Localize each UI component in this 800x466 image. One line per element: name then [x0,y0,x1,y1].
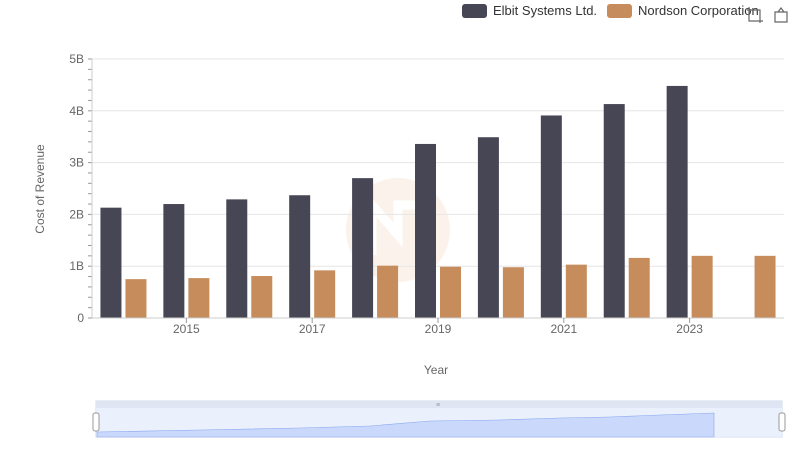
bar-nordson-2019[interactable] [440,266,461,318]
bar-nordson-2014[interactable] [125,279,147,318]
slider-handle-left[interactable] [92,412,100,432]
bar-nordson-2016[interactable] [251,276,273,318]
bar-elbit-2016[interactable] [226,199,248,318]
slider-preview-area [96,412,715,438]
bar-nordson-2022[interactable] [628,257,650,318]
x-tick-label: 2021 [550,322,577,336]
bar-nordson-2017[interactable] [314,270,336,318]
bar-elbit-2020[interactable] [477,137,499,318]
x-axis-title: Year [424,363,448,377]
zoom-reset-icon[interactable] [772,6,790,24]
zoom-select-icon[interactable] [746,6,764,24]
y-tick-label: 4B [69,104,84,118]
bar-elbit-2018[interactable] [352,178,374,318]
legend-swatch-nordson [607,3,633,18]
x-tick-label: 2023 [676,322,703,336]
x-tick-label: 2015 [173,322,200,336]
chart-toolbar [746,6,790,24]
legend-label-elbit: Elbit Systems Ltd. [493,3,598,18]
chart-legend: Elbit Systems Ltd. Nordson Corporation [462,3,759,18]
range-slider[interactable]: ≡ [92,400,786,438]
y-axis-title: Cost of Revenue [33,144,47,234]
bar-elbit-2014[interactable] [100,207,122,318]
bar-elbit-2022[interactable] [603,104,625,318]
x-tick-label: 2019 [425,322,452,336]
slider-grip-icon: ≡ [436,402,440,409]
legend-label-nordson: Nordson Corporation [638,3,759,18]
bar-elbit-2023[interactable] [666,85,688,318]
bar-nordson-2021[interactable] [565,264,587,318]
bar-nordson-2015[interactable] [188,278,210,318]
axis-layer: 0 1B 2B 3B 4B 5B 2015 2017 2019 2021 2023 [69,52,784,336]
y-tick-label: 0 [77,311,84,325]
bars-layer [100,85,776,318]
bar-elbit-2017[interactable] [289,195,311,318]
minor-ticks [88,58,92,319]
bar-elbit-2019[interactable] [415,143,436,318]
y-tick-label: 1B [69,259,84,273]
y-tick-label: 2B [69,207,84,221]
bar-elbit-2021[interactable] [540,115,562,318]
slider-top-bar[interactable] [96,401,782,408]
y-tick-label: 3B [69,156,84,170]
legend-item-nordson[interactable]: Nordson Corporation [607,3,759,18]
bar-elbit-2015[interactable] [163,204,185,318]
y-tick-label: 5B [69,52,84,66]
legend-item-elbit[interactable]: Elbit Systems Ltd. [462,3,597,18]
x-tick-label: 2017 [299,322,326,336]
slider-handle-right[interactable] [778,412,786,432]
bar-nordson-2023[interactable] [691,255,713,318]
bar-nordson-2024[interactable] [754,255,776,318]
bar-nordson-2020[interactable] [502,267,524,318]
bar-nordson-2018[interactable] [377,265,399,318]
legend-swatch-elbit [462,3,487,18]
